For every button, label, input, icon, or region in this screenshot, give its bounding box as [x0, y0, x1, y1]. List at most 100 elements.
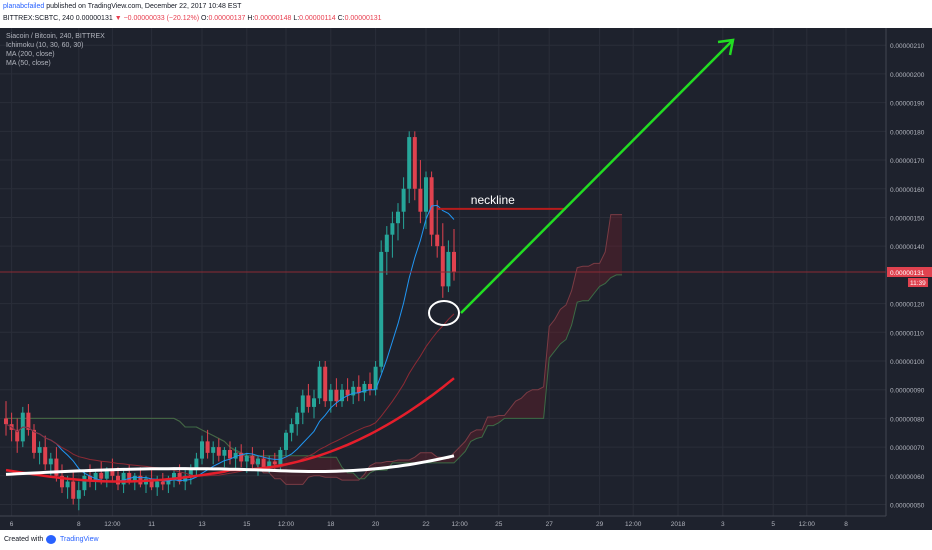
time-tick-label: 12:00	[278, 521, 295, 528]
candle-body	[188, 470, 193, 476]
countdown-label: 11:39	[910, 280, 926, 287]
tradingview-link[interactable]: TradingView	[60, 536, 99, 543]
indicator-lines	[0, 204, 886, 483]
candle-body	[351, 386, 356, 396]
candle-body	[317, 366, 322, 399]
time-tick-label: 15	[243, 521, 251, 528]
price-tick-label: 0.00000190	[890, 101, 925, 108]
time-tick-label: 12:00	[799, 521, 816, 528]
candle-body	[116, 475, 120, 485]
time-tick-label: 18	[327, 521, 335, 528]
time-tick-label: 12:00	[104, 521, 121, 528]
annotations: neckline	[428, 38, 735, 326]
candle-body	[407, 137, 412, 189]
candle-body	[278, 449, 283, 465]
candle-body	[222, 449, 227, 456]
candle-body	[345, 389, 350, 396]
countdown-tag	[908, 278, 928, 287]
candle-body	[228, 449, 232, 459]
open-label: O:	[201, 15, 209, 22]
price-tick-label: 0.00000150	[890, 215, 925, 222]
projection-arrow	[460, 39, 734, 314]
current-price-label: 0.00000131	[890, 270, 925, 277]
candle-body	[26, 412, 31, 430]
time-tick-label: 6	[10, 521, 14, 528]
senkou-span-b	[6, 274, 622, 480]
tradingview-logo-icon	[46, 535, 56, 544]
candle-body	[446, 251, 451, 287]
candle-body	[99, 472, 104, 479]
last-price: 0.00000131	[75, 15, 113, 22]
high-label: H:	[247, 15, 255, 22]
candle-body	[127, 472, 132, 482]
publish-header: planabcfailed published on TradingView.c…	[0, 0, 932, 28]
candle-body	[82, 475, 87, 491]
candle-body	[15, 429, 20, 442]
author-link[interactable]: planabcfailed	[3, 3, 45, 10]
candle-body	[384, 234, 389, 252]
candle-body	[334, 389, 339, 402]
down-arrow-icon: ▼	[114, 15, 122, 22]
legend-ma50[interactable]: MA (50, close)	[6, 60, 51, 67]
time-tick-label: 25	[495, 521, 503, 528]
candle-body	[401, 188, 406, 212]
candle-body	[373, 366, 378, 390]
price-tick-label: 0.00000110	[890, 330, 924, 337]
candle-body	[272, 461, 277, 465]
time-axis-bg	[0, 516, 932, 530]
low-value: 0.00000114	[299, 15, 336, 22]
candle-body	[149, 478, 154, 488]
candle-body	[48, 458, 53, 465]
time-tick-label: 22	[422, 521, 430, 528]
candle-body	[37, 447, 42, 453]
candle-body	[267, 461, 272, 468]
candle-body	[104, 470, 109, 479]
candle-body	[412, 137, 417, 189]
candle-body	[323, 366, 328, 402]
candle-body	[306, 395, 311, 407]
legend-ma200[interactable]: MA (200, close)	[6, 51, 55, 58]
candle-body	[71, 481, 76, 499]
close-label: C:	[337, 15, 345, 22]
legend-ichimoku[interactable]: Ichimoku (10, 30, 60, 30)	[6, 42, 84, 49]
candle-body	[239, 452, 244, 462]
time-tick-label: 8	[844, 521, 848, 528]
candle-body	[452, 251, 456, 272]
candle-body	[328, 389, 333, 402]
candle-body	[340, 389, 344, 402]
price-tick-label: 0.00000170	[890, 158, 925, 165]
close-value: 0.00000131	[344, 15, 382, 22]
footer-bar: Created with TradingView	[0, 530, 932, 550]
candle-body	[289, 424, 294, 433]
candle-body	[32, 429, 36, 453]
high-value: 0.00000148	[254, 15, 292, 22]
price-tick-label: 0.00000210	[890, 43, 925, 50]
target-circle	[428, 300, 460, 326]
ichimoku-cloud	[6, 214, 622, 485]
time-tick-label: 12:00	[625, 521, 642, 528]
candle-body	[121, 472, 126, 485]
candle-body	[356, 386, 361, 393]
price-tick-label: 0.00000100	[890, 359, 925, 366]
candle-body	[440, 246, 445, 287]
candle-body	[300, 395, 305, 413]
candle-body	[93, 472, 98, 482]
candle-body	[76, 490, 81, 499]
candle-body	[155, 481, 160, 488]
candle-body	[390, 223, 395, 235]
candle-body	[205, 441, 210, 453]
publish-info: published on TradingView.com, December 2…	[46, 3, 242, 10]
candle-body	[200, 441, 204, 459]
candle-body	[60, 475, 64, 488]
candle-body	[65, 481, 70, 488]
price-tick-label: 0.00000090	[890, 388, 925, 395]
candle-body	[166, 478, 171, 485]
chart-legend: Siacoin / Bitcoin, 240, BITTREX Ichimoku…	[6, 32, 105, 68]
time-tick-label: 27	[546, 521, 554, 528]
price-tick-label: 0.00000080	[890, 416, 925, 423]
candle-body	[362, 383, 367, 393]
candle-body	[172, 472, 176, 479]
publish-line: planabcfailed published on TradingView.c…	[3, 3, 241, 10]
time-tick-label: 2018	[671, 521, 686, 528]
